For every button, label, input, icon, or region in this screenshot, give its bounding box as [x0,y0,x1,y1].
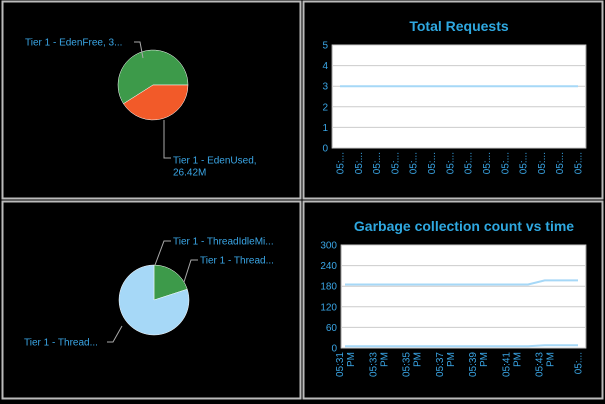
slice-label: Tier 1 - ThreadIdleMi... [173,237,274,248]
x-tick-label: 05:37PM [435,352,457,377]
x-tick-label: 05:... [445,152,456,174]
x-tick-label: 05:... [409,152,420,174]
leader-line [183,259,198,283]
y-tick-label: 180 [320,282,337,293]
y-tick-label: 300 [320,241,337,252]
panel [1,0,302,200]
x-tick-label: 05:... [519,152,530,174]
y-tick-label: 3 [322,82,328,93]
slice-label: 26.42M [173,168,206,179]
slice-label: Tier 1 - EdenFree, 3... [25,38,122,49]
x-tick-label: 05:43PM [535,352,557,377]
pie-slice [123,84,189,121]
y-tick-label: 0 [322,144,328,155]
line-series [345,344,578,348]
pie-slice [153,264,188,301]
slice-label: Tier 1 - Thread... [200,256,274,267]
x-tick-label: 05:... [555,152,566,174]
x-tick-label: 05:... [372,152,383,174]
slice-label: Tier 1 - Thread... [24,338,98,349]
x-tick-label: 05:41PM [501,352,523,377]
leader-line [134,41,144,59]
leader-line [107,325,123,343]
x-tick-label: 05:... [427,152,438,174]
chart-title: Total Requests [409,18,509,34]
leader-line [163,120,171,159]
chart-title: Garbage collection count vs time [354,218,574,234]
pie-slice [117,49,189,105]
pie-slice [118,264,190,336]
x-tick-label: 05:... [500,152,511,174]
x-tick-label: 05:... [390,152,401,174]
plot-area [340,244,587,349]
x-tick-label: 05:35PM [402,352,424,377]
y-tick-label: 240 [320,261,337,272]
leader-line [154,240,171,266]
panel [1,200,302,400]
y-tick-label: 2 [322,102,328,113]
y-tick-label: 1 [322,123,328,134]
slice-label: Tier 1 - EdenUsed, [173,156,257,167]
plot-area [331,44,587,149]
x-tick-label: 05:... [464,152,475,174]
x-tick-label: 05:... [574,152,585,174]
x-tick-label: 05:... [482,152,493,174]
x-tick-label: 05:31PM [335,352,357,377]
x-tick-label: 05:... [354,152,365,174]
x-tick-label: 05:... [574,352,585,374]
x-tick-label: 05:... [537,152,548,174]
y-tick-label: 60 [326,323,338,334]
x-tick-label: 05:33PM [368,352,390,377]
line-series [345,279,578,286]
x-tick-label: 05:... [336,152,347,174]
y-tick-label: 0 [331,344,337,355]
y-tick-label: 4 [322,61,328,72]
panel [302,0,604,200]
y-tick-label: 120 [320,302,337,313]
panel [302,200,604,400]
y-tick-label: 5 [322,41,328,52]
x-tick-label: 05:39PM [468,352,490,377]
